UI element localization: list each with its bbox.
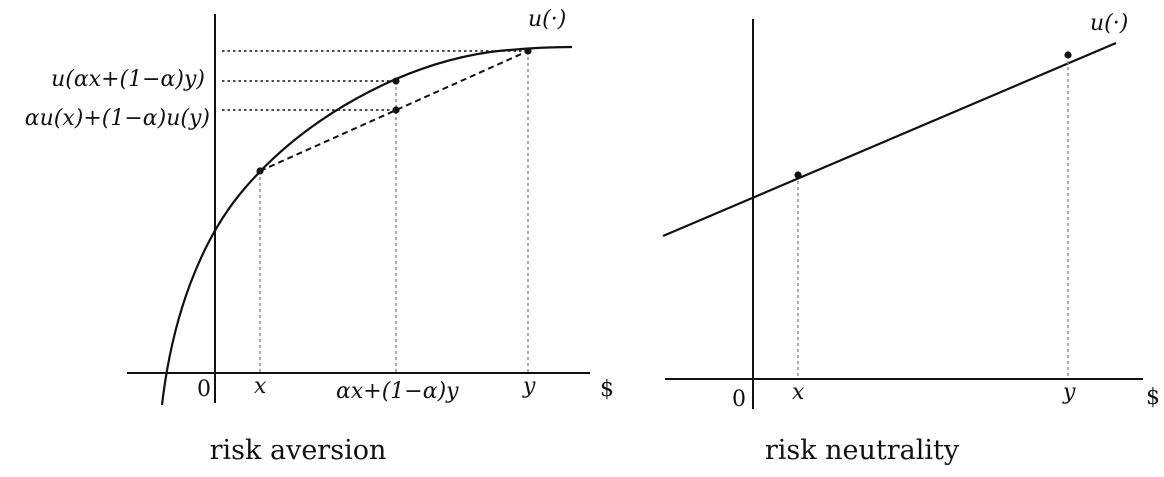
point-utility-of-mix xyxy=(392,77,400,85)
right-origin-label: 0 xyxy=(732,387,746,412)
right-point-u-x xyxy=(794,171,802,179)
left-currency-label: $ xyxy=(600,377,614,402)
point-u-x xyxy=(256,167,264,175)
right-point-u-y xyxy=(1064,51,1072,59)
point-expected-utility xyxy=(392,106,400,114)
linear-utility-line xyxy=(662,41,1117,238)
concave-utility-curve xyxy=(160,45,573,406)
right-function-label: u(·) xyxy=(1090,11,1128,36)
label-expected-utility: αu(x)+(1−α)u(y) xyxy=(25,106,210,131)
right-caption: risk neutrality xyxy=(765,435,960,466)
left-x-label: x xyxy=(254,374,267,399)
panel-risk-aversion: u(·) u(αx+(1−α)y) αu(x)+(1−α)u(y) 0 x αx… xyxy=(25,7,614,466)
left-function-label: u(·) xyxy=(528,7,566,32)
right-y-label: y xyxy=(1062,380,1076,405)
label-mix: αx+(1−α)y xyxy=(336,379,459,404)
left-origin-label: 0 xyxy=(197,377,211,402)
panel-risk-neutrality: u(·) 0 x y $ risk neutrality xyxy=(662,11,1160,466)
left-y-label: y xyxy=(522,374,536,399)
right-x-label: x xyxy=(792,380,805,405)
label-utility-of-mix: u(αx+(1−α)y) xyxy=(51,67,205,92)
point-u-y xyxy=(524,47,532,55)
left-caption: risk aversion xyxy=(210,435,387,466)
chord-line xyxy=(259,50,529,172)
right-currency-label: $ xyxy=(1146,385,1160,410)
